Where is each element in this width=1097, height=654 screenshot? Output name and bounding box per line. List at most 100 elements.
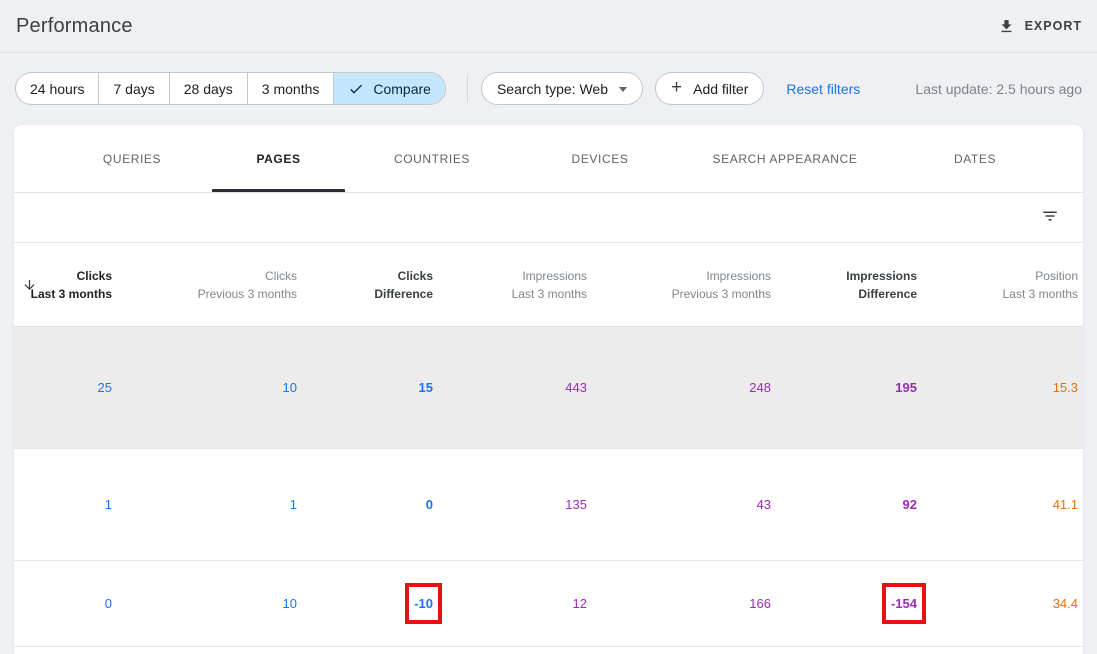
column-metric-label: Impressions xyxy=(706,268,771,283)
add-filter-button[interactable]: + Add filter xyxy=(655,72,765,105)
range-24-hours-button[interactable]: 24 hours xyxy=(16,73,98,104)
title-bar: Performance EXPORT xyxy=(0,0,1097,53)
value: 15.3 xyxy=(1052,380,1078,395)
value: 1 xyxy=(104,497,112,512)
last-update-text: Last update: 2.5 hours ago xyxy=(915,80,1082,97)
range-7-days-button[interactable]: 7 days xyxy=(98,73,168,104)
table-row[interactable]: 1 1 0 135 43 92 41.1 xyxy=(14,449,1083,561)
value: 443 xyxy=(565,380,587,395)
cell-impressions-5: 195 xyxy=(771,380,917,395)
column-period-label: Last 3 months xyxy=(511,286,587,301)
column-header-impressions-3[interactable]: Impressions Last 3 months xyxy=(433,267,587,303)
search-type-dropdown[interactable]: Search type: Web xyxy=(480,72,643,105)
search-type-label: Search type: Web xyxy=(496,80,608,97)
sort-descending-icon[interactable] xyxy=(22,277,37,292)
cell-impressions-3: 12 xyxy=(433,596,587,611)
cell-impressions-3: 443 xyxy=(433,380,587,395)
column-period-label: Difference xyxy=(858,286,917,301)
cell-impressions-3: 135 xyxy=(433,497,587,512)
range-28-days-button[interactable]: 28 days xyxy=(168,73,247,104)
cell-clicks-0: 25 xyxy=(14,380,112,395)
cell-impressions-4: 248 xyxy=(587,380,771,395)
value: 12 xyxy=(572,596,587,611)
check-icon xyxy=(348,81,364,97)
reset-filters-link[interactable]: Reset filters xyxy=(786,80,861,97)
tab-countries[interactable]: COUNTRIES xyxy=(353,125,511,192)
cell-position-6: 34.4 xyxy=(917,596,1078,611)
value: 1 xyxy=(289,497,297,512)
compare-button[interactable]: Compare xyxy=(333,73,445,104)
column-metric-label: Clicks xyxy=(397,268,433,283)
cell-clicks-1: 10 xyxy=(112,380,297,395)
range-3-months-button[interactable]: 3 months xyxy=(246,73,334,104)
compare-label: Compare xyxy=(373,80,431,97)
value: 195 xyxy=(895,380,917,395)
dimension-tabs: QUERIES PAGES COUNTRIES DEVICES SEARCH A… xyxy=(14,125,1083,193)
tab-devices[interactable]: DEVICES xyxy=(511,125,689,192)
cell-impressions-4: 43 xyxy=(587,497,771,512)
column-metric-label: Impressions xyxy=(846,268,917,283)
performance-table-card: QUERIES PAGES COUNTRIES DEVICES SEARCH A… xyxy=(14,125,1083,654)
value: 15 xyxy=(418,380,433,395)
column-metric-label: Position xyxy=(1035,268,1078,283)
column-header-clicks-1[interactable]: Clicks Previous 3 months xyxy=(112,267,297,303)
value: 92 xyxy=(902,497,917,512)
filter-bar-divider xyxy=(466,75,468,102)
column-header-position-6[interactable]: Position Last 3 months xyxy=(917,267,1078,303)
filter-list-icon xyxy=(1041,207,1059,228)
cell-clicks-2: 0 xyxy=(297,497,433,512)
value: 0 xyxy=(425,497,433,512)
column-metric-label: Impressions xyxy=(522,268,587,283)
date-range-segmented-control: 24 hours 7 days 28 days 3 months Compare xyxy=(15,72,446,105)
column-header-impressions-4[interactable]: Impressions Previous 3 months xyxy=(587,267,771,303)
cell-clicks-2: 15 xyxy=(297,380,433,395)
annotated-value: -154 xyxy=(881,583,926,624)
column-period-label: Previous 3 months xyxy=(197,286,297,301)
cell-clicks-2: -10 xyxy=(297,583,442,624)
cell-position-6: 41.1 xyxy=(917,497,1078,512)
column-period-label: Previous 3 months xyxy=(671,286,771,301)
tab-dates[interactable]: DATES xyxy=(881,125,1069,192)
export-button[interactable]: EXPORT xyxy=(998,18,1082,35)
cell-clicks-0: 0 xyxy=(14,596,112,611)
column-period-label: Last 3 months xyxy=(30,286,112,301)
add-filter-label: Add filter xyxy=(693,80,749,97)
value: 135 xyxy=(565,497,587,512)
table-row[interactable]: 25 10 15 443 248 195 15.3 xyxy=(14,327,1083,449)
cell-clicks-1: 1 xyxy=(112,497,297,512)
tab-queries[interactable]: QUERIES xyxy=(60,125,204,192)
plus-icon: + xyxy=(671,77,683,98)
filter-rows-button[interactable] xyxy=(1037,203,1063,232)
cell-impressions-5: -154 xyxy=(771,583,926,624)
value: 10 xyxy=(282,596,297,611)
active-tab-underline xyxy=(212,189,345,192)
column-header-clicks-2[interactable]: Clicks Difference xyxy=(297,267,433,303)
table-toolbar xyxy=(14,193,1083,243)
tab-pages-label: PAGES xyxy=(256,151,301,166)
download-icon xyxy=(998,18,1015,35)
value: 41.1 xyxy=(1052,497,1078,512)
cell-position-6: 15.3 xyxy=(917,380,1078,395)
value: 248 xyxy=(749,380,771,395)
tab-pages[interactable]: PAGES xyxy=(204,125,353,192)
cell-impressions-4: 166 xyxy=(587,596,771,611)
page-title: Performance xyxy=(16,14,133,37)
table-header-row: Clicks Last 3 months Clicks Previous 3 mont… xyxy=(14,243,1083,327)
cell-clicks-1: 10 xyxy=(112,596,297,611)
table-row[interactable]: 0 10 -10 12 166 -154 34.4 xyxy=(14,561,1083,647)
value: 10 xyxy=(282,380,297,395)
export-label: EXPORT xyxy=(1024,19,1082,33)
tab-search-appearance[interactable]: SEARCH APPEARANCE xyxy=(689,125,881,192)
column-metric-label: Clicks xyxy=(265,268,297,283)
column-metric-label: Clicks xyxy=(76,268,112,283)
value: 0 xyxy=(104,596,112,611)
column-header-impressions-5[interactable]: Impressions Difference xyxy=(771,267,917,303)
filter-bar: 24 hours 7 days 28 days 3 months Compare… xyxy=(0,53,1097,124)
value: 166 xyxy=(749,596,771,611)
column-period-label: Difference xyxy=(374,286,433,301)
annotated-value: -10 xyxy=(405,583,442,624)
value: 34.4 xyxy=(1052,596,1078,611)
column-period-label: Last 3 months xyxy=(1002,286,1078,301)
column-header-clicks-0[interactable]: Clicks Last 3 months xyxy=(14,267,112,303)
cell-clicks-0: 1 xyxy=(14,497,112,512)
